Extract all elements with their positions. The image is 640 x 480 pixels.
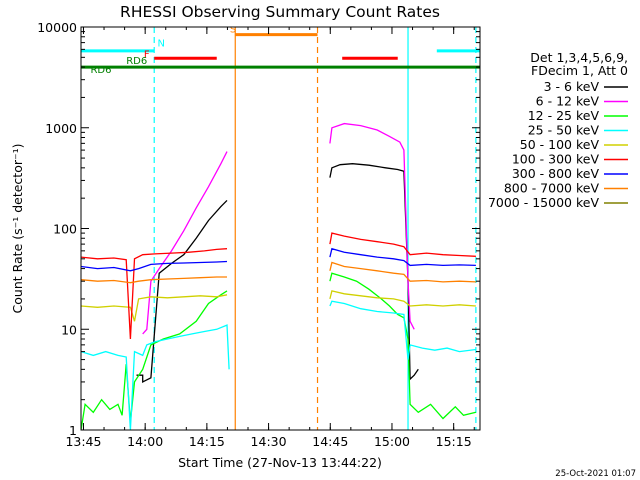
series-line — [329, 261, 476, 283]
series-line — [81, 260, 228, 272]
x-tick-label: 14:15 — [189, 434, 225, 449]
legend-entry: 3 - 6 keV — [544, 79, 600, 94]
y-axis-label: Count Rate (s⁻¹ detector⁻¹) — [10, 144, 25, 314]
x-tick-label: 15:00 — [374, 434, 410, 449]
x-tick-label: 14:00 — [127, 434, 163, 449]
y-tick-label: 1000 — [45, 121, 77, 136]
flag-label: S — [230, 25, 236, 36]
series-line — [329, 300, 476, 360]
attenuator-label: RD6 — [90, 65, 111, 76]
flag-label: F — [144, 49, 150, 60]
series-line — [81, 324, 230, 430]
series-line — [81, 276, 227, 284]
footer-timestamp: 25-Oct-2021 01:07 — [555, 469, 636, 479]
legend-entry: 800 - 7000 keV — [504, 181, 600, 196]
legend-entry: 7000 - 15000 keV — [488, 195, 599, 210]
x-tick-label: 14:45 — [312, 434, 348, 449]
series-line — [329, 232, 476, 257]
legend-entry: 300 - 800 keV — [512, 166, 600, 181]
chart-title: RHESSI Observing Summary Count Rates — [120, 3, 440, 21]
legend-entry: 50 - 100 keV — [520, 137, 600, 152]
x-axis-label: Start Time (27-Nov-13 13:44:22) — [178, 455, 382, 470]
series-line — [81, 294, 228, 322]
x-tick-label: 13:45 — [65, 434, 101, 449]
x-tick-label: 14:30 — [251, 434, 287, 449]
series-line — [329, 163, 419, 381]
y-tick-label: 10000 — [37, 20, 77, 35]
x-axis: 13:45 14:00 14:15 14:30 14:45 15:00 15:15 — [65, 27, 475, 449]
attenuator-label: RD6 — [126, 56, 147, 67]
series-line — [329, 122, 415, 330]
series-line — [329, 247, 476, 267]
series-line — [142, 151, 228, 335]
y-axis: 1 10 100 1000 10000 — [37, 20, 480, 438]
legend-entry: 12 - 25 keV — [528, 108, 600, 123]
legend-entry: 6 - 12 keV — [536, 94, 600, 109]
y-tick-label: 1 — [69, 423, 77, 438]
series-line — [329, 290, 476, 307]
y-tick-label: 10 — [61, 322, 77, 337]
series-line — [81, 248, 228, 340]
x-tick-label: 15:15 — [436, 434, 472, 449]
flag-label: N — [158, 39, 165, 50]
legend: Det 1,3,4,5,6,9,FDecim 1, Att 03 - 6 keV… — [488, 50, 628, 210]
legend-header: FDecim 1, Att 0 — [531, 63, 628, 78]
legend-header: Det 1,3,4,5,6,9, — [530, 50, 628, 65]
legend-entry: 25 - 50 keV — [528, 123, 600, 138]
y-tick-label: 100 — [53, 222, 77, 237]
legend-entry: 100 - 300 keV — [512, 152, 600, 167]
